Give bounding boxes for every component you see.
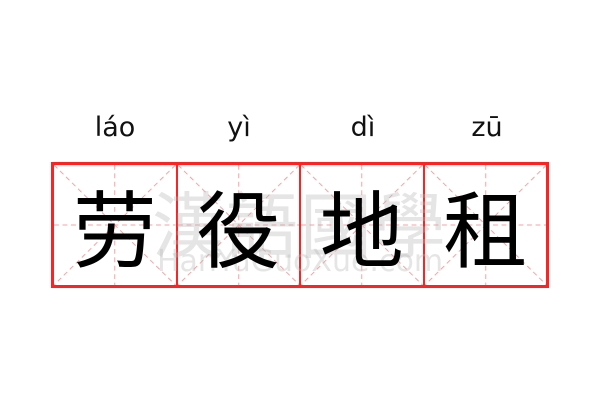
pinyin-4: zū <box>471 112 503 143</box>
pinyin-3: dì <box>350 112 376 143</box>
guide-lines <box>54 165 176 285</box>
hanzi: 地 <box>319 182 404 281</box>
hanzi: 租 <box>443 182 528 281</box>
character-grid: 劳 役 地 租 <box>51 162 549 288</box>
character-cell: 租 <box>424 165 546 285</box>
hanzi: 役 <box>196 182 281 281</box>
guide-lines <box>424 165 546 285</box>
character-cell: 地 <box>301 165 425 285</box>
character-cell: 役 <box>177 165 301 285</box>
hanzi: 劳 <box>72 182 157 281</box>
guide-lines <box>177 165 299 285</box>
pinyin-1: láo <box>94 112 136 143</box>
character-cell: 劳 <box>54 165 178 285</box>
guide-lines <box>301 165 423 285</box>
pinyin-2: yì <box>227 112 251 143</box>
